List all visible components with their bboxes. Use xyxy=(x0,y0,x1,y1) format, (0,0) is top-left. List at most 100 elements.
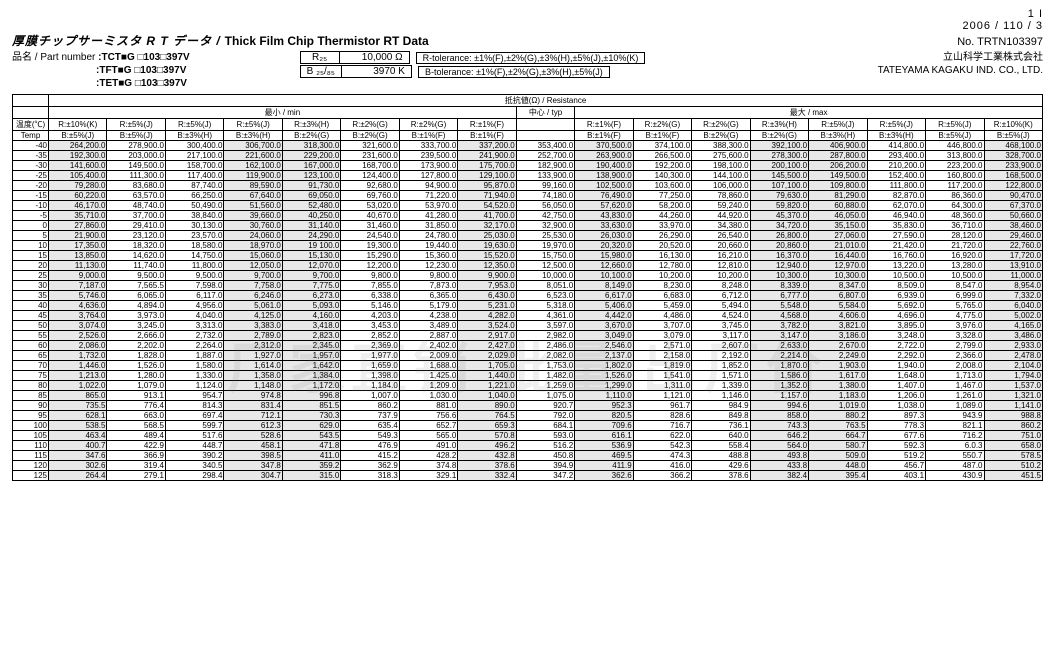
data-cell: 516.2 xyxy=(516,441,574,451)
data-cell: 56,050.0 xyxy=(516,201,574,211)
data-cell: 14,620.0 xyxy=(107,251,165,261)
data-cell: 106,000.0 xyxy=(692,181,750,191)
data-cell: 974.8 xyxy=(224,391,282,401)
data-cell: 1,537.0 xyxy=(984,381,1043,391)
data-cell: 24,290.0 xyxy=(282,231,340,241)
data-cell: 1,380.0 xyxy=(809,381,867,391)
data-cell: 37,700.0 xyxy=(107,211,165,221)
data-cell: 12,660.0 xyxy=(575,261,633,271)
data-cell: 127,800.0 xyxy=(399,171,457,181)
temp-cell: 110 xyxy=(13,441,49,451)
data-cell: 4,696.0 xyxy=(867,311,925,321)
data-cell: 2,607.0 xyxy=(692,341,750,351)
data-cell: 16,210.0 xyxy=(692,251,750,261)
data-cell: 74,180.0 xyxy=(516,191,574,201)
data-cell: 430.9 xyxy=(926,471,984,481)
data-cell: 347.8 xyxy=(224,461,282,471)
data-cell: 764.5 xyxy=(458,411,516,421)
data-cell: 1,157.0 xyxy=(750,391,808,401)
data-cell: 2,633.0 xyxy=(750,341,808,351)
data-cell: 16,370.0 xyxy=(750,251,808,261)
col-header: R:±3%(H) xyxy=(282,119,340,131)
data-cell: 2,249.0 xyxy=(809,351,867,361)
data-cell: 229,200.0 xyxy=(282,151,340,161)
b-tolerance: B-tolerance: ±1%(F),±2%(G),±3%(H),±5%(J) xyxy=(418,66,610,78)
data-cell: 34,380.0 xyxy=(692,221,750,231)
company-en: TATEYAMA KAGAKU IND. CO., LTD. xyxy=(878,64,1043,77)
data-cell: 1,482.0 xyxy=(516,371,574,381)
data-cell: 7,565.5 xyxy=(107,281,165,291)
data-cell: 549.3 xyxy=(341,431,399,441)
data-cell: 315.0 xyxy=(282,471,340,481)
data-cell: 24,540.0 xyxy=(341,231,399,241)
data-cell: 23,120.0 xyxy=(107,231,165,241)
data-cell: 1,339.0 xyxy=(692,381,750,391)
data-cell: 3,248.0 xyxy=(867,331,925,341)
data-cell: 10,000.0 xyxy=(516,271,574,281)
group-typ: 中心 / typ xyxy=(516,107,574,119)
data-cell: 1,398.0 xyxy=(341,371,399,381)
data-cell: 858.0 xyxy=(750,411,808,421)
data-cell: 743.3 xyxy=(750,421,808,431)
col-header: R:±5%(J) xyxy=(809,119,867,131)
data-cell: 266,500.0 xyxy=(633,151,691,161)
r-tolerance: R-tolerance: ±1%(F),±2%(G),±3%(H),±5%(J)… xyxy=(416,52,646,64)
data-cell: 4,486.0 xyxy=(633,311,691,321)
data-cell: 278,300.0 xyxy=(750,151,808,161)
data-cell: 448.7 xyxy=(165,441,223,451)
data-cell: 488.8 xyxy=(692,451,750,461)
data-cell: 129,100.0 xyxy=(458,171,516,181)
data-cell: 12,810.0 xyxy=(692,261,750,271)
data-cell: 366.2 xyxy=(633,471,691,481)
data-cell: 67,370.0 xyxy=(984,201,1043,211)
data-cell: 31,140.0 xyxy=(282,221,340,231)
data-cell: 221,600.0 xyxy=(224,151,282,161)
data-cell: 46,940.0 xyxy=(867,211,925,221)
data-cell: 468,100.0 xyxy=(984,141,1043,151)
data-cell: 398.5 xyxy=(224,451,282,461)
page-date: 2006 / 110 / 3 xyxy=(12,20,1043,32)
data-cell: 1,213.0 xyxy=(49,371,107,381)
temp-cell: 10 xyxy=(13,241,49,251)
data-cell: 12,970.0 xyxy=(809,261,867,271)
data-cell: 26,030.0 xyxy=(575,231,633,241)
data-cell: 599.7 xyxy=(165,421,223,431)
data-cell: 616.1 xyxy=(575,431,633,441)
data-cell: 463.4 xyxy=(49,431,107,441)
data-cell: 210,200.0 xyxy=(867,161,925,171)
title-en: Thick Film Chip Thermistor RT Data xyxy=(225,34,429,48)
data-cell: 2,666.0 xyxy=(107,331,165,341)
data-cell: 5,061.0 xyxy=(224,301,282,311)
col-header: B:±3%(H) xyxy=(809,131,867,141)
data-cell: 2,917.0 xyxy=(458,331,516,341)
data-cell: 1,614.0 xyxy=(224,361,282,371)
data-cell: 831.4 xyxy=(224,401,282,411)
temp-cell: -35 xyxy=(13,151,49,161)
data-cell: 16,440.0 xyxy=(809,251,867,261)
temp-cell: 115 xyxy=(13,451,49,461)
data-cell: 3,383.0 xyxy=(224,321,282,331)
data-cell: 6,807.0 xyxy=(809,291,867,301)
data-cell: 162,100.0 xyxy=(224,161,282,171)
data-cell: 41,280.0 xyxy=(399,211,457,221)
temp-cell: 70 xyxy=(13,361,49,371)
data-cell: 640.0 xyxy=(692,431,750,441)
data-cell: 54,520.0 xyxy=(458,201,516,211)
r25-value: 10,000 Ω xyxy=(340,51,410,64)
data-cell: 46,170.0 xyxy=(49,201,107,211)
data-cell: 5,746.0 xyxy=(49,291,107,301)
data-cell: 105,400.0 xyxy=(49,171,107,181)
data-cell: 25,530.0 xyxy=(516,231,574,241)
data-cell: 9,800.0 xyxy=(341,271,399,281)
data-cell: 8,547.0 xyxy=(926,281,984,291)
data-cell: 328,700.0 xyxy=(984,151,1043,161)
data-cell: 1,642.0 xyxy=(282,361,340,371)
data-cell: 275,600.0 xyxy=(692,151,750,161)
data-cell: 182,900.0 xyxy=(516,161,574,171)
temp-cell: 45 xyxy=(13,311,49,321)
data-cell: 3,147.0 xyxy=(750,331,808,341)
data-cell: 1,330.0 xyxy=(165,371,223,381)
data-cell: 15,360.0 xyxy=(399,251,457,261)
data-cell: 448.0 xyxy=(809,461,867,471)
data-cell: 359.2 xyxy=(282,461,340,471)
